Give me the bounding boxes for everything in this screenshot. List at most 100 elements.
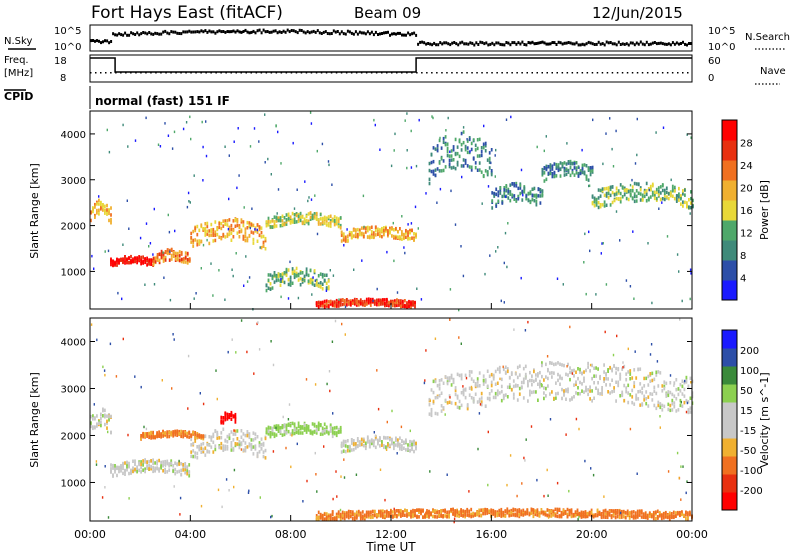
velocity-cell <box>530 507 533 512</box>
velocity-cell <box>413 442 415 447</box>
nave-point <box>205 72 207 74</box>
power-cell <box>434 147 437 151</box>
nave-point <box>526 72 528 74</box>
power-cell <box>491 191 494 195</box>
power-noise-cell <box>690 136 692 139</box>
velocity-cell <box>679 398 682 403</box>
velocity-noise-cell <box>434 337 437 340</box>
power-noise-cell <box>144 283 146 286</box>
power-cell <box>339 223 342 228</box>
velocity-noise-cell <box>462 385 464 388</box>
velocity-noise-cell <box>331 340 334 343</box>
power-cell <box>401 237 403 241</box>
velocity-cell <box>520 385 523 390</box>
power-cell <box>605 191 608 196</box>
power-cell <box>625 196 628 201</box>
velocity-cell <box>645 390 648 394</box>
power-cell <box>399 227 401 231</box>
velocity-noise-cell <box>616 334 618 338</box>
velocity-cell <box>613 364 615 368</box>
velocity-cell <box>641 386 644 391</box>
power-cell <box>659 197 662 202</box>
nave-point <box>355 72 358 74</box>
power-cell <box>627 197 630 202</box>
velocity-cell <box>619 394 622 398</box>
power-noise-cell <box>267 157 269 161</box>
velocity-cell <box>331 434 334 439</box>
velocity-cell <box>110 430 112 435</box>
velocity-noise-cell <box>90 323 93 326</box>
velocity-cell <box>174 471 177 476</box>
power-cell <box>230 231 233 235</box>
nave-point <box>190 72 192 74</box>
power-cell <box>561 162 564 167</box>
power-cell <box>369 303 372 307</box>
power-cell <box>204 222 207 226</box>
power-cell <box>281 219 284 223</box>
velocity-cell <box>182 465 185 469</box>
velocity-noise-cell <box>109 342 112 346</box>
power-cell <box>617 189 620 193</box>
velocity-cell <box>587 392 589 397</box>
velocity-noise-cell <box>101 496 104 499</box>
power-noise-cell <box>312 276 314 279</box>
nsky-point <box>148 31 151 34</box>
power-cell <box>98 202 100 206</box>
power-noise-cell <box>321 142 324 146</box>
power-cell <box>305 271 308 275</box>
velocity-cell <box>146 432 148 436</box>
power-cell <box>206 232 209 236</box>
power-cell <box>571 168 574 173</box>
power-cell <box>669 191 672 195</box>
velocity-cell <box>634 511 637 515</box>
velocity-cell <box>321 432 324 436</box>
velocity-cell <box>196 435 199 440</box>
velocity-cell <box>514 384 517 388</box>
velocity-cell <box>660 513 663 518</box>
velocity-cell <box>601 388 603 392</box>
power-cell <box>238 225 241 230</box>
nsky-point <box>665 42 668 46</box>
power-cell <box>495 187 498 191</box>
nsky-point <box>228 30 231 34</box>
nsky-point <box>140 32 143 36</box>
velocity-cell <box>410 513 412 518</box>
power-cell <box>150 261 152 266</box>
power-cell <box>258 233 261 238</box>
velocity-cell <box>204 434 207 438</box>
power-cell <box>430 153 433 157</box>
power-cell <box>362 235 365 239</box>
power-noise-cell <box>632 230 634 233</box>
nsky-point <box>356 32 359 36</box>
power-cell <box>464 158 467 163</box>
power-cell <box>359 298 362 302</box>
power-cell <box>285 220 288 224</box>
power-noise-cell <box>171 147 174 150</box>
velocity-cell <box>210 438 213 442</box>
velocity-noise-cell <box>556 481 559 485</box>
velocity-cell <box>422 515 424 519</box>
velocity-cell <box>524 372 527 377</box>
power-noise-cell <box>346 228 348 231</box>
velocity-cell <box>502 513 505 517</box>
velocity-cell <box>685 513 687 517</box>
velocity-noise-cell <box>636 472 638 475</box>
velocity-cell <box>568 512 571 517</box>
velocity-cell <box>341 516 344 520</box>
velocity-cell <box>196 432 199 436</box>
nsky-point <box>250 30 253 34</box>
nave-point <box>140 72 142 74</box>
velocity-noise-cell <box>187 407 189 410</box>
velocity-cell <box>254 444 257 448</box>
nsky-point <box>686 43 688 47</box>
power-cell <box>363 303 366 307</box>
power-cell <box>329 221 332 225</box>
power-cell <box>369 300 372 304</box>
velocity-cell <box>414 509 416 513</box>
velocity-cell <box>317 425 320 430</box>
velocity-cell <box>584 510 587 514</box>
nave-point <box>406 72 408 74</box>
colorbar-tick-label: -100 <box>740 466 763 477</box>
power-cell <box>565 172 568 177</box>
